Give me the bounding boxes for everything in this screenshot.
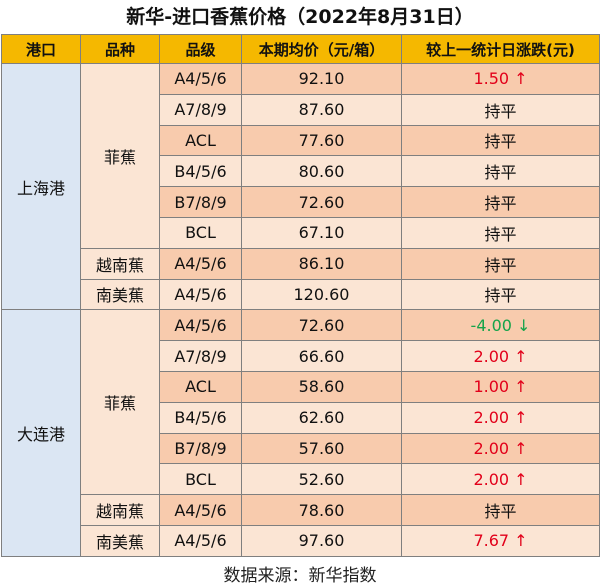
grade-cell: BCL [159, 216, 242, 249]
price-cell: 52.60 [241, 463, 402, 496]
grade-cell: A4/5/6 [159, 247, 242, 280]
table-body: 上海港 菲蕉 A4/5/6 92.10 1.50 ↑ A7/8/9 87.60 持平 ACL 77… [1, 62, 600, 557]
port-cell: 大连港 [1, 309, 81, 557]
price-cell: 62.60 [241, 401, 402, 434]
change-cell: 1.00 ↑ [401, 370, 600, 403]
change-cell: 持平 [401, 278, 600, 311]
table-row: 南美蕉 A4/5/6 120.60 持平 [2, 278, 600, 311]
grade-cell: B4/5/6 [159, 401, 242, 434]
grade-cell: ACL [159, 370, 242, 403]
port-cell: 上海港 [1, 62, 81, 311]
change-cell: 持平 [401, 216, 600, 249]
header-change: 较上一统计日涨跌(元) [401, 34, 600, 64]
grade-cell: A4/5/6 [159, 524, 242, 557]
table-row: BCL 52.60 2.00 ↑ [2, 463, 600, 496]
table-row: B7/8/9 57.60 2.00 ↑ [2, 432, 600, 465]
header-price: 本期均价（元/箱） [241, 34, 402, 64]
table-row: B7/8/9 72.60 持平 [2, 186, 600, 218]
grade-cell: A4/5/6 [159, 278, 242, 311]
change-cell: 持平 [401, 247, 600, 280]
price-cell: 66.60 [241, 340, 402, 372]
change-cell: 持平 [401, 93, 600, 126]
price-cell: 72.60 [241, 186, 402, 218]
price-cell: 120.60 [241, 278, 402, 311]
price-cell: 97.60 [241, 524, 402, 557]
data-source: 数据来源：新华指数 [223, 565, 377, 586]
change-cell: 7.67 ↑ [401, 524, 600, 557]
price-cell: 77.60 [241, 124, 402, 157]
change-cell: 持平 [401, 186, 600, 218]
variety-cell: 菲蕉 [80, 63, 160, 249]
grade-cell: A4/5/6 [159, 63, 242, 95]
page-title: 新华-进口香蕉价格（2022年8月31日） [126, 6, 474, 28]
table-row: A7/8/9 87.60 持平 [2, 93, 600, 126]
grade-cell: A7/8/9 [159, 93, 242, 126]
grade-cell: A4/5/6 [159, 309, 242, 342]
variety-cell: 越南蕉 [80, 494, 160, 526]
variety-cell: 菲蕉 [80, 309, 160, 496]
change-cell: 2.00 ↑ [401, 432, 600, 465]
change-cell: 2.00 ↑ [401, 463, 600, 496]
table-row: 越南蕉 A4/5/6 78.60 持平 [2, 494, 600, 526]
table-row: B4/5/6 80.60 持平 [2, 155, 600, 188]
change-cell: 持平 [401, 155, 600, 188]
change-cell: 持平 [401, 124, 600, 157]
variety-cell: 南美蕉 [80, 278, 160, 311]
price-cell: 92.10 [241, 63, 402, 95]
grade-cell: BCL [159, 463, 242, 496]
grade-cell: A7/8/9 [159, 340, 242, 372]
change-cell: 持平 [401, 494, 600, 526]
variety-cell: 南美蕉 [80, 524, 160, 557]
grade-cell: B7/8/9 [159, 432, 242, 465]
table-row: 大连港 菲蕉 A4/5/6 72.60 -4.00 ↓ [1, 309, 600, 557]
header-row: 港口 品种 品级 本期均价（元/箱） 较上一统计日涨跌(元) [1, 34, 600, 64]
header-grade: 品级 [159, 34, 242, 64]
variety-cell: 越南蕉 [80, 247, 160, 280]
table-row: ACL 58.60 1.00 ↑ [2, 370, 600, 403]
change-cell: 2.00 ↑ [401, 340, 600, 372]
price-cell: 58.60 [241, 370, 402, 403]
change-cell: 1.50 ↑ [401, 63, 600, 95]
price-cell: 78.60 [241, 494, 402, 526]
table-row: 上海港 菲蕉 A4/5/6 92.10 1.50 ↑ [1, 62, 600, 311]
price-cell: 86.10 [241, 247, 402, 280]
header-port: 港口 [1, 34, 81, 64]
change-cell: 2.00 ↑ [401, 401, 600, 434]
grade-cell: B7/8/9 [159, 186, 242, 218]
header-variety: 品种 [80, 34, 160, 64]
table-row: B4/5/6 62.60 2.00 ↑ [2, 401, 600, 434]
price-cell: 87.60 [241, 93, 402, 126]
table-row: ACL 77.60 持平 [2, 124, 600, 157]
change-cell: -4.00 ↓ [401, 309, 600, 342]
table-row: 越南蕉 A4/5/6 86.10 持平 [2, 247, 600, 280]
price-cell: 57.60 [241, 432, 402, 465]
grade-cell: ACL [159, 124, 242, 157]
price-cell: 72.60 [241, 309, 402, 342]
grade-cell: B4/5/6 [159, 155, 242, 188]
grade-cell: A4/5/6 [159, 494, 242, 526]
price-cell: 80.60 [241, 155, 402, 188]
table-row: BCL 67.10 持平 [2, 216, 600, 249]
table-row: 南美蕉 A4/5/6 97.60 7.67 ↑ [2, 524, 600, 557]
banana-price-table: 港口 品种 品级 本期均价（元/箱） 较上一统计日涨跌(元) 上海港 菲蕉 A4/5… [1, 34, 600, 557]
price-cell: 67.10 [241, 216, 402, 249]
